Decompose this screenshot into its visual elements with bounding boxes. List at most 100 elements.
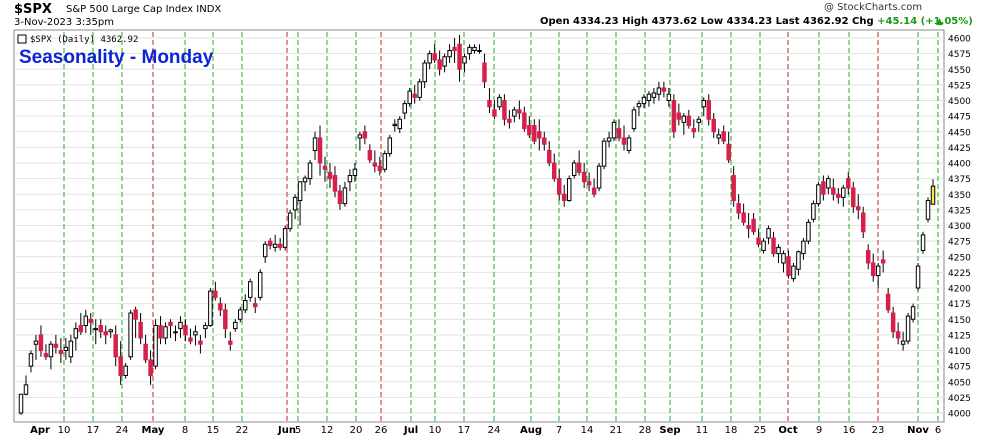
y-tick-label: 4050 <box>948 378 971 388</box>
candle-body <box>856 206 861 211</box>
candle-body <box>243 300 248 311</box>
x-tick-label: 17 <box>87 425 100 436</box>
y-tick-label: 4525 <box>948 81 971 91</box>
candle-body <box>18 393 24 414</box>
y-tick-label: 4275 <box>948 238 971 248</box>
candle-body <box>651 92 657 98</box>
candle-body <box>806 221 811 242</box>
y-tick-label: 4225 <box>948 269 971 279</box>
y-tick-label: 4125 <box>948 331 971 341</box>
candle-body <box>905 315 911 342</box>
candle-body <box>233 321 238 330</box>
y-tick-label: 4250 <box>948 253 971 263</box>
candle-body <box>387 137 393 155</box>
symbol-label: $SPX <box>14 2 52 17</box>
candle-body <box>48 343 54 358</box>
candle-body <box>163 326 168 339</box>
candle-body <box>502 100 507 120</box>
high-value: 4373.62 <box>651 16 698 27</box>
candle-body <box>885 293 891 311</box>
candle-body <box>841 187 846 198</box>
candle-body <box>836 193 841 198</box>
open-value: 4334.23 <box>573 16 619 27</box>
candle-body <box>721 131 726 142</box>
y-tick-label: 4025 <box>948 394 971 404</box>
y-tick-label: 4200 <box>948 285 971 295</box>
last-value: 4362.92 <box>803 16 849 27</box>
candle-body <box>556 178 562 195</box>
x-tick-label: 14 <box>581 425 594 436</box>
candle-body <box>422 62 427 83</box>
y-tick-label: 4300 <box>948 222 971 232</box>
candle-body <box>277 243 283 248</box>
x-tick-label: 9 <box>816 425 822 436</box>
candle-body <box>547 150 552 164</box>
candle-body <box>781 253 786 264</box>
chart-header: $SPX S&P 500 Large Cap Index INDX 3-Nov-… <box>0 0 990 30</box>
candle-body <box>686 115 692 126</box>
candle-body <box>412 93 417 98</box>
candle-body <box>287 212 293 230</box>
candle-body <box>811 203 816 220</box>
candle-body <box>636 103 642 108</box>
candle-body <box>53 343 59 348</box>
candle-body <box>507 118 512 123</box>
candle-body <box>322 165 328 170</box>
candle-body <box>63 346 69 351</box>
candle-body <box>307 162 313 180</box>
x-tick-label: 28 <box>639 425 652 436</box>
candle-body <box>865 250 871 264</box>
x-tick-label: 20 <box>350 425 363 436</box>
chart-title: Seasonality - Monday <box>19 47 214 68</box>
candle-body <box>382 153 388 170</box>
candle-body <box>661 87 667 92</box>
candle-body <box>925 200 931 220</box>
candle-body <box>103 331 108 336</box>
y-tick-label: 4450 <box>948 128 971 138</box>
x-tick-label: 10 <box>58 425 71 436</box>
candle-body <box>108 329 113 333</box>
x-tick-label: 10 <box>429 425 442 436</box>
x-tick-label: 7 <box>556 425 562 436</box>
candle-body <box>731 175 736 201</box>
y-tick-label: 4075 <box>948 363 971 373</box>
candle-body <box>497 96 502 108</box>
last-label: Last <box>775 16 800 27</box>
candle-body <box>327 171 333 180</box>
candle-body <box>442 56 447 67</box>
candle-body <box>432 53 437 61</box>
y-tick-label: 4500 <box>948 97 971 107</box>
candle-body <box>846 178 851 189</box>
x-tick-label: 18 <box>725 425 738 436</box>
candle-body <box>312 137 318 151</box>
quote-summary: Open 4334.23 High 4373.62 Low 4334.23 La… <box>540 16 973 27</box>
candle-body <box>741 212 746 223</box>
chg-value: +45.14 (+1.05%) <box>877 16 973 27</box>
x-tick-label: 5 <box>295 425 301 436</box>
candles <box>18 34 936 415</box>
x-tick-label: 22 <box>236 425 249 436</box>
candle-body <box>676 112 682 120</box>
candle-body <box>606 137 612 142</box>
candle-body <box>297 181 303 201</box>
candle-body <box>128 312 133 358</box>
candle-body <box>457 43 462 70</box>
y-tick-label: 4175 <box>948 300 971 310</box>
candle-body <box>766 228 771 239</box>
y-tick-label: 4150 <box>948 316 971 326</box>
candle-body <box>143 343 148 361</box>
candle-body <box>43 353 49 358</box>
candle-body <box>527 125 532 136</box>
candle-body <box>816 184 821 205</box>
candle-body <box>761 240 766 251</box>
candle-body <box>671 100 677 133</box>
candle-body <box>487 100 492 108</box>
candle-body <box>522 112 527 130</box>
y-tick-label: 4100 <box>948 347 971 357</box>
x-tick-label: 26 <box>375 425 388 436</box>
candle-body <box>621 137 627 145</box>
candle-body <box>851 187 856 208</box>
candle-body <box>292 196 298 211</box>
